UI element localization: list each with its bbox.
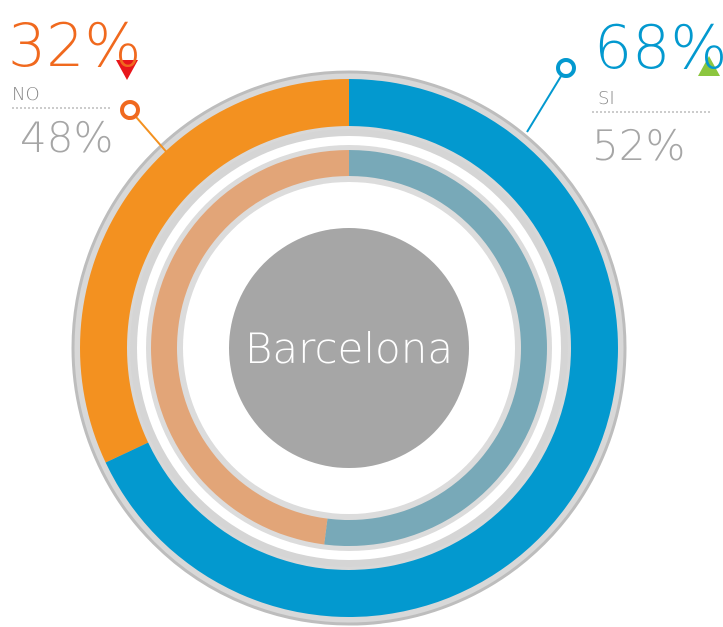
ring-segment bbox=[79, 79, 349, 463]
category-label: NO bbox=[12, 84, 40, 105]
leader-dot bbox=[120, 100, 140, 120]
previous-value: 52% bbox=[592, 121, 685, 170]
current-value: 32% bbox=[8, 11, 141, 81]
ring-segment bbox=[150, 150, 349, 545]
center-disc bbox=[229, 228, 469, 468]
leader-dot bbox=[556, 58, 576, 78]
up-arrow bbox=[698, 56, 720, 76]
down-arrow bbox=[116, 60, 138, 80]
previous-value: 48% bbox=[20, 113, 113, 162]
leader-line bbox=[129, 109, 177, 164]
ring-segment bbox=[324, 150, 547, 546]
leader-line bbox=[526, 67, 567, 133]
center-label: Barcelona bbox=[245, 324, 453, 373]
category-label: SI bbox=[598, 88, 615, 109]
current-value: 68% bbox=[594, 13, 723, 83]
